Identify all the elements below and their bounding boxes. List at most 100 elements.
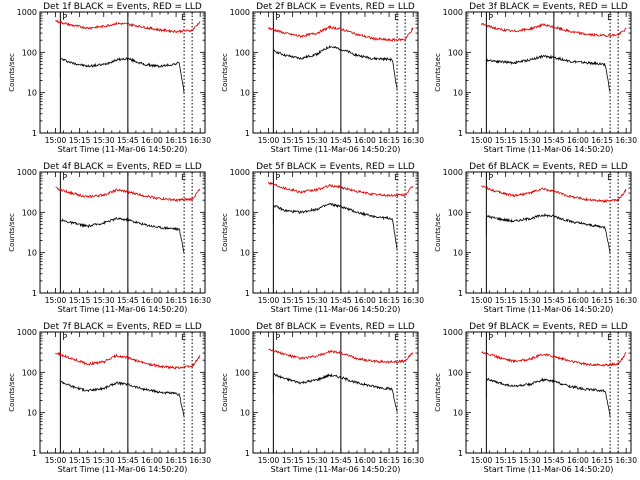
y-tick-label: 100 (235, 368, 250, 377)
x-tick-label: 15:00 (45, 456, 67, 465)
chart-title: Det 9f BLACK = Events, RED = LLD (469, 322, 628, 332)
chart-panel-7: Det 7f BLACK = Events, RED = LLD 1 10 100 10… (8, 322, 211, 474)
x-tick-label: 16:15 (378, 456, 400, 465)
chart-panel-9: Det 9f BLACK = Events, RED = LLD 1 10 100 10… (434, 322, 637, 474)
series-line-lld (481, 185, 627, 204)
p-marker-label: P (275, 173, 280, 182)
x-tick-label: 15:45 (543, 296, 565, 305)
x-tick-label: 15:45 (330, 456, 352, 465)
chart-panel-5: Det 5f BLACK = Events, RED = LLD 1 10 100 10… (221, 162, 424, 314)
x-tick-label: 16:00 (354, 456, 376, 465)
x-tick-label: 16:30 (615, 296, 637, 305)
chart-panel-8: Det 8f BLACK = Events, RED = LLD 1 10 100 10… (221, 322, 424, 474)
y-axis-label: Counts/sec (8, 373, 16, 412)
x-tick-label: 15:30 (306, 296, 328, 305)
y-tick-label: 1 (245, 289, 250, 298)
x-tick-label: 16:30 (615, 136, 637, 145)
chart-title: Det 6f BLACK = Events, RED = LLD (469, 162, 628, 172)
y-tick-label: 1000 (17, 328, 37, 337)
x-tick-label: 15:00 (471, 456, 493, 465)
y-axis-label: Counts/sec (8, 53, 16, 92)
x-tick-label: 15:15 (282, 456, 304, 465)
plot-frame (39, 331, 206, 454)
p-marker-label: P (62, 13, 67, 22)
e-marker-label: E (181, 13, 186, 22)
y-tick-label: 1 (32, 289, 37, 298)
y-tick-label: 10 (27, 89, 37, 98)
x-tick-label: 15:15 (69, 136, 91, 145)
y-axis-label: Counts/sec (8, 213, 16, 252)
p-marker-label: P (62, 333, 67, 342)
y-tick-label: 1 (458, 289, 463, 298)
p-marker-label: P (275, 333, 280, 342)
series-line-lld (55, 186, 201, 203)
chart-title: Det 2f BLACK = Events, RED = LLD (256, 2, 415, 12)
y-tick-label: 10 (240, 89, 250, 98)
y-axis-label: Counts/sec (434, 373, 442, 412)
chart-panel-4: Det 4f BLACK = Events, RED = LLD 1 10 100 10… (8, 162, 211, 314)
chart-title: Det 1f BLACK = Events, RED = LLD (43, 2, 202, 12)
x-tick-label: 15:15 (69, 456, 91, 465)
y-tick-label: 1 (458, 129, 463, 138)
x-tick-label: 16:15 (591, 136, 613, 145)
y-tick-label: 100 (235, 48, 250, 57)
plot-frame (252, 331, 419, 454)
chart-panel-6: Det 6f BLACK = Events, RED = LLD 1 10 100 10… (434, 162, 637, 314)
y-tick-label: 10 (240, 409, 250, 418)
y-tick-label: 100 (235, 208, 250, 217)
series-line-lld (268, 181, 414, 198)
series-line-events (485, 54, 611, 92)
y-tick-label: 10 (27, 249, 37, 258)
chart-title: Det 7f BLACK = Events, RED = LLD (43, 322, 202, 332)
chart-title: Det 5f BLACK = Events, RED = LLD (256, 162, 415, 172)
y-tick-label: 10 (453, 409, 463, 418)
x-tick-label: 16:00 (567, 136, 589, 145)
x-tick-label: 15:15 (69, 296, 91, 305)
chart-title: Det 3f BLACK = Events, RED = LLD (469, 2, 628, 12)
x-axis-label: Start Time (11-Mar-06 14:50:20) (484, 145, 614, 154)
y-tick-label: 100 (448, 208, 463, 217)
series-line-lld (481, 351, 627, 367)
x-tick-label: 15:45 (330, 136, 352, 145)
series-line-lld (268, 348, 414, 365)
x-tick-label: 15:15 (282, 296, 304, 305)
x-tick-label: 15:30 (93, 136, 115, 145)
y-tick-label: 1000 (17, 8, 37, 17)
chart-title: Det 8f BLACK = Events, RED = LLD (256, 322, 415, 332)
x-tick-label: 16:30 (189, 456, 211, 465)
series-line-events (59, 216, 185, 254)
y-axis-label: Counts/sec (221, 373, 229, 412)
y-tick-label: 1 (32, 129, 37, 138)
x-tick-label: 15:00 (45, 136, 67, 145)
series-line-events (59, 380, 185, 417)
y-tick-label: 1 (458, 449, 463, 458)
x-tick-label: 15:00 (45, 296, 67, 305)
x-tick-label: 15:45 (117, 296, 139, 305)
x-tick-label: 15:15 (495, 296, 517, 305)
e-marker-label: E (607, 173, 612, 182)
x-tick-label: 15:30 (93, 456, 115, 465)
series-line-events (272, 44, 398, 90)
x-tick-label: 15:00 (258, 296, 280, 305)
series-line-events (272, 372, 398, 412)
e-marker-label: E (394, 13, 399, 22)
x-tick-label: 16:00 (141, 296, 163, 305)
x-axis-label: Start Time (11-Mar-06 14:50:20) (484, 465, 614, 474)
plot-frame (252, 11, 419, 134)
x-tick-label: 16:30 (402, 456, 424, 465)
y-tick-label: 1 (32, 449, 37, 458)
x-axis-label: Start Time (11-Mar-06 14:50:20) (58, 465, 188, 474)
x-tick-label: 16:00 (141, 456, 163, 465)
x-tick-label: 16:00 (141, 136, 163, 145)
series-line-events (485, 212, 611, 254)
y-tick-label: 100 (448, 368, 463, 377)
p-marker-label: P (275, 13, 280, 22)
plot-frame (252, 171, 419, 294)
x-tick-label: 15:45 (543, 456, 565, 465)
x-tick-label: 16:30 (402, 136, 424, 145)
x-tick-label: 15:45 (117, 136, 139, 145)
p-marker-label: P (488, 173, 493, 182)
x-tick-label: 16:30 (615, 456, 637, 465)
plot-frame (465, 331, 632, 454)
